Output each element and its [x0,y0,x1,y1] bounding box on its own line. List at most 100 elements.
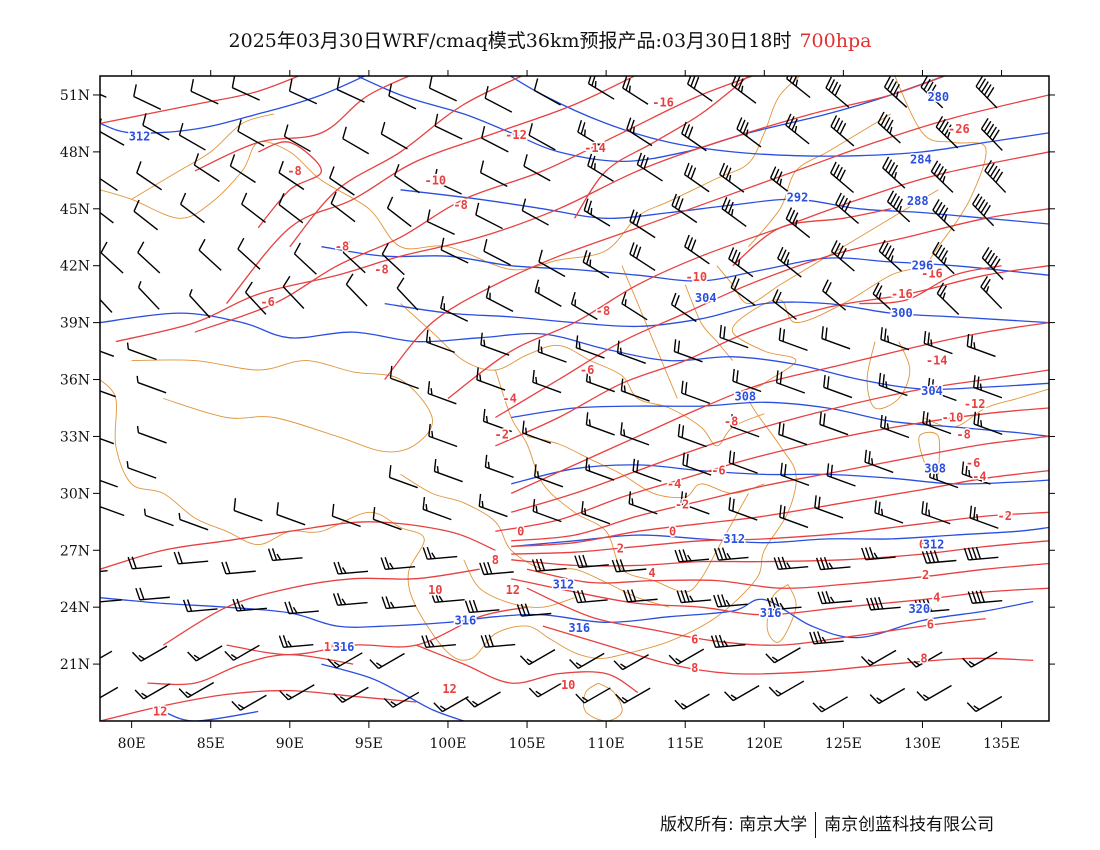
x-tick-label: 115E [667,736,704,752]
x-tick-label: 85E [197,736,225,752]
wind-barb [479,561,514,576]
wind-barb [883,76,908,108]
wind-barb [187,645,223,662]
wind-barb [907,651,943,668]
copyright-text: 版权所有: 南京大学 [660,815,808,835]
wind-barb [620,422,650,446]
wind-barb [581,501,611,525]
height-contour [511,401,1049,438]
border-line [131,359,433,453]
wind-barb [330,191,356,223]
x-tick-label: 105E [509,736,546,752]
wind-barb [421,635,456,649]
wind-barb [962,651,998,668]
wind-barb [778,422,808,446]
wind-barb [327,652,363,669]
temperature-contour [194,76,755,333]
footer-divider [815,812,817,838]
temperature-label: -16 [891,287,913,301]
wind-barb [886,190,911,223]
height-label: 308 [924,462,946,476]
height-label: 312 [553,577,575,591]
wind-barb [100,650,113,659]
wind-barb [137,280,160,310]
wind-barb [874,500,904,524]
wind-barb [967,590,1003,604]
wind-barb [613,654,649,671]
temperature-label: 12 [442,682,456,696]
temperature-contour [732,208,891,267]
wind-barb [519,649,556,666]
wind-barb [768,680,805,697]
wind-barb [332,592,368,606]
wind-barb [383,691,420,708]
wind-barb [534,279,562,307]
temperature-label: -2 [997,509,1011,523]
wind-barb [677,423,707,448]
wind-barb [973,375,1003,399]
wind-barb [283,124,311,153]
wind-barb [822,279,847,311]
wind-barb [482,408,512,433]
wind-barb [861,547,896,561]
temperature-contour [511,435,1049,542]
wind-barb [878,372,908,397]
wind-barb [333,686,369,703]
wind-barb [932,199,955,232]
height-label: 308 [734,390,756,404]
wind-barb [480,332,510,356]
temperature-label: -4 [502,392,516,406]
wind-barb [100,241,124,274]
height-label: 304 [695,291,717,305]
border-line [621,265,678,399]
wind-barb [425,329,455,354]
wind-barb [929,465,959,489]
wind-barb [785,207,811,239]
wind-barb [966,695,1003,713]
wind-barb [980,276,1003,309]
wind-barb [835,192,860,225]
wind-barb [769,166,795,197]
wind-barb [826,463,856,487]
wind-barb [736,117,762,148]
height-contour [321,246,1049,282]
wind-barb [476,367,506,391]
wind-barb [869,687,906,705]
x-tick-label: 95E [355,736,383,752]
temperature-label: -2 [675,498,689,512]
wind-barb [582,250,610,279]
border-line [583,682,623,721]
wind-barb [485,285,514,313]
wind-barb [100,93,107,98]
wind-barb [864,449,894,474]
temperature-contour [162,568,480,646]
border-line [866,341,911,410]
wind-barb [465,691,501,708]
wind-barb [127,556,163,570]
wind-barb [282,275,305,309]
height-contour [511,464,1049,485]
wind-barb [728,247,754,278]
wind-barb-layer [100,76,1007,713]
temperature-contour [115,76,947,343]
wind-barb [372,506,402,531]
wind-barb [860,649,897,666]
temperature-label: -12 [964,397,986,411]
wind-barb [961,461,991,485]
wind-barb [231,694,267,711]
wind-barb [188,289,211,319]
height-contour [100,597,1034,639]
wind-barb [936,282,960,315]
temperature-label: -16 [652,96,674,110]
wind-barb [100,350,115,357]
wind-barb [577,120,604,149]
wind-barb [100,570,108,573]
wind-barb [932,241,955,275]
wind-barb [100,390,116,398]
height-contour [400,189,1049,225]
temperature-contour [147,653,354,686]
wind-barb [935,115,959,149]
wind-barb [427,381,457,405]
wind-barb [126,342,157,361]
axis-ticks: 80E 85E 90E 95E 100E 105E 110E 115E 120E 125E 130E… [60,70,1055,752]
